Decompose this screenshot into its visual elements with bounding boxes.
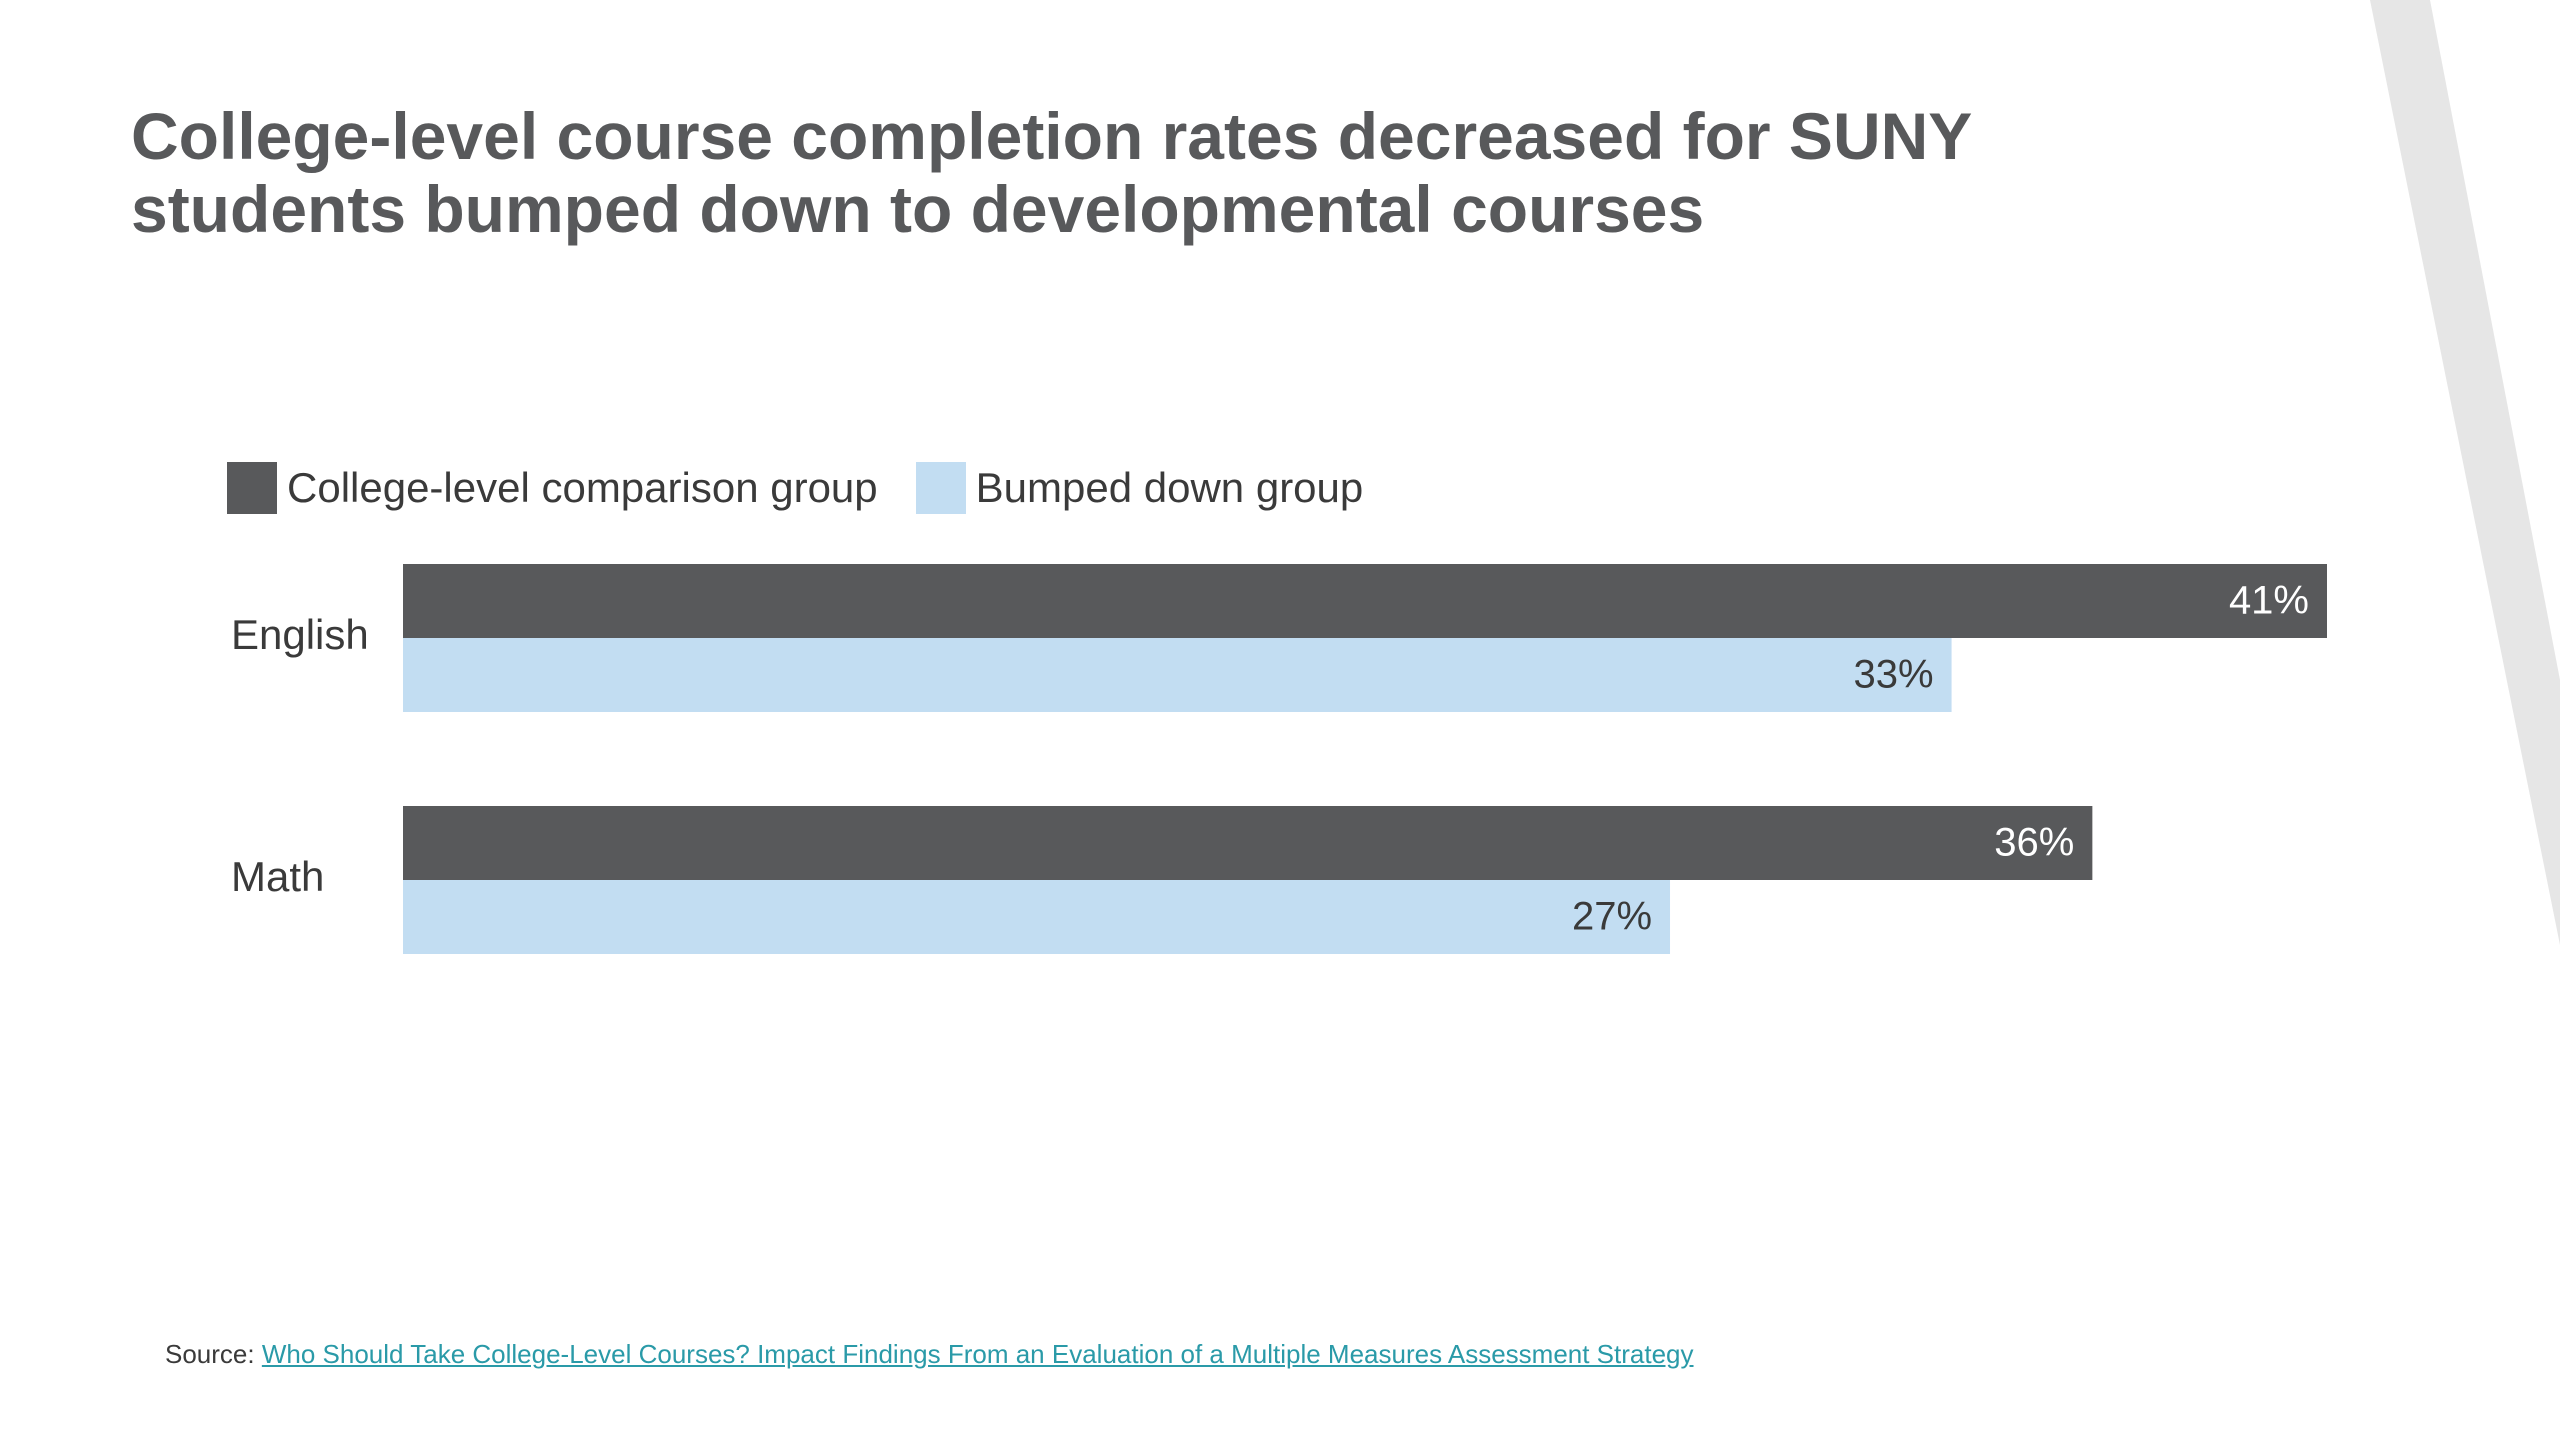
category-label-english: English: [231, 611, 369, 658]
legend-item-bumped: Bumped down group: [915, 462, 1364, 514]
legend-label-bumped: Bumped down group: [975, 464, 1364, 511]
legend-item-comparison: College-level comparison group: [227, 462, 878, 514]
bar-math-bumped: [403, 880, 1671, 954]
bar-math-comparison: [403, 806, 2093, 880]
chart-title: College-level course completion rates de…: [131, 100, 2131, 246]
bar-english-comparison: [403, 564, 2327, 638]
legend-label-comparison: College-level comparison group: [287, 464, 878, 511]
source-prefix: Source:: [165, 1339, 255, 1369]
chart-title-line-2: students bumped down to developmental co…: [131, 172, 1705, 246]
data-label-english-bumped: 33%: [1854, 653, 1934, 697]
source-link[interactable]: Who Should Take College-Level Courses? I…: [261, 1339, 1694, 1369]
chart-title-line-1: College-level course completion rates de…: [131, 99, 1973, 173]
data-label-math-bumped: 27%: [1572, 895, 1652, 939]
data-label-english-comparison: 41%: [2229, 579, 2309, 623]
data-label-math-comparison: 36%: [1994, 821, 2074, 865]
bar-english-bumped: [403, 638, 1952, 712]
legend-swatch-comparison: [227, 462, 277, 514]
category-label-math: Math: [231, 853, 324, 900]
legend-swatch-bumped: [915, 462, 966, 514]
source-note: Source: Who Should Take College-Level Co…: [165, 1339, 1694, 1370]
chart-legend: College-level comparison group Bumped do…: [227, 461, 1401, 515]
